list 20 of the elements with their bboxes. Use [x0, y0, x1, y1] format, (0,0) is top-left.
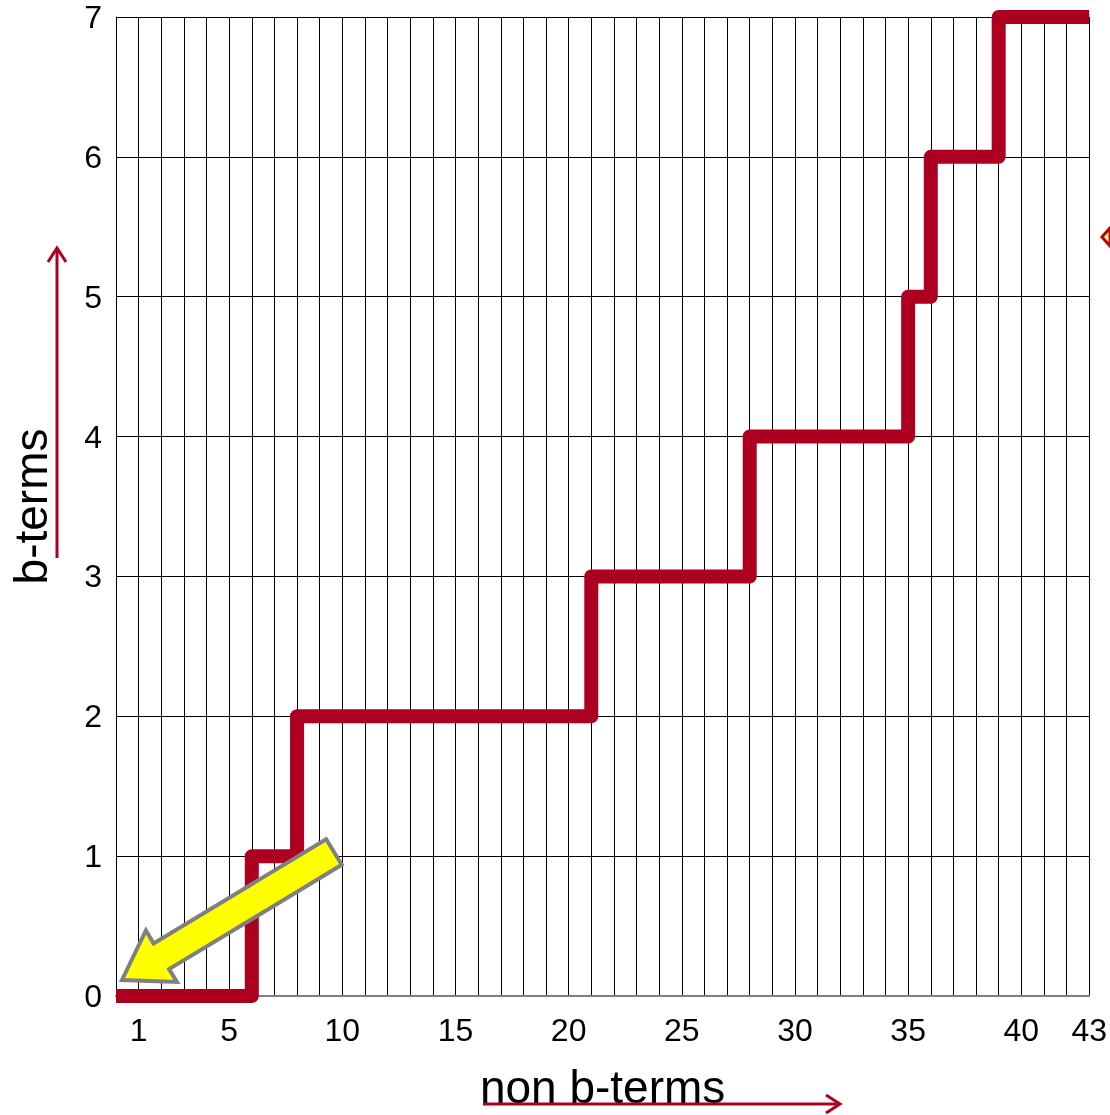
x-tick-label: 30 — [777, 1012, 813, 1048]
y-tick-label: 3 — [84, 558, 102, 595]
y-tick-label: 2 — [84, 698, 102, 735]
x-tick-label: 20 — [550, 1012, 587, 1048]
x-axis-title: non b-terms — [479, 1061, 726, 1113]
y-tick-label: 1 — [84, 838, 102, 875]
y-tick-label: 0 — [84, 978, 102, 1014]
y-tick-label: 6 — [84, 138, 102, 175]
x-tick-label: 10 — [324, 1012, 361, 1048]
x-tick-label: 1 — [129, 1012, 148, 1048]
x-tick-label: 5 — [220, 1012, 239, 1048]
x-tick-label: 25 — [664, 1012, 700, 1048]
y-tick-label: 4 — [84, 418, 102, 455]
y-tick-label: 7 — [84, 0, 102, 35]
x-tick-label: 43 — [1071, 1012, 1107, 1048]
x-tick-label: 15 — [437, 1012, 474, 1048]
y-axis-title: b-terms — [5, 428, 57, 585]
x-tick-label: 40 — [1003, 1012, 1040, 1048]
y-tick-label: 5 — [84, 278, 102, 315]
x-tick-label: 35 — [890, 1012, 926, 1048]
